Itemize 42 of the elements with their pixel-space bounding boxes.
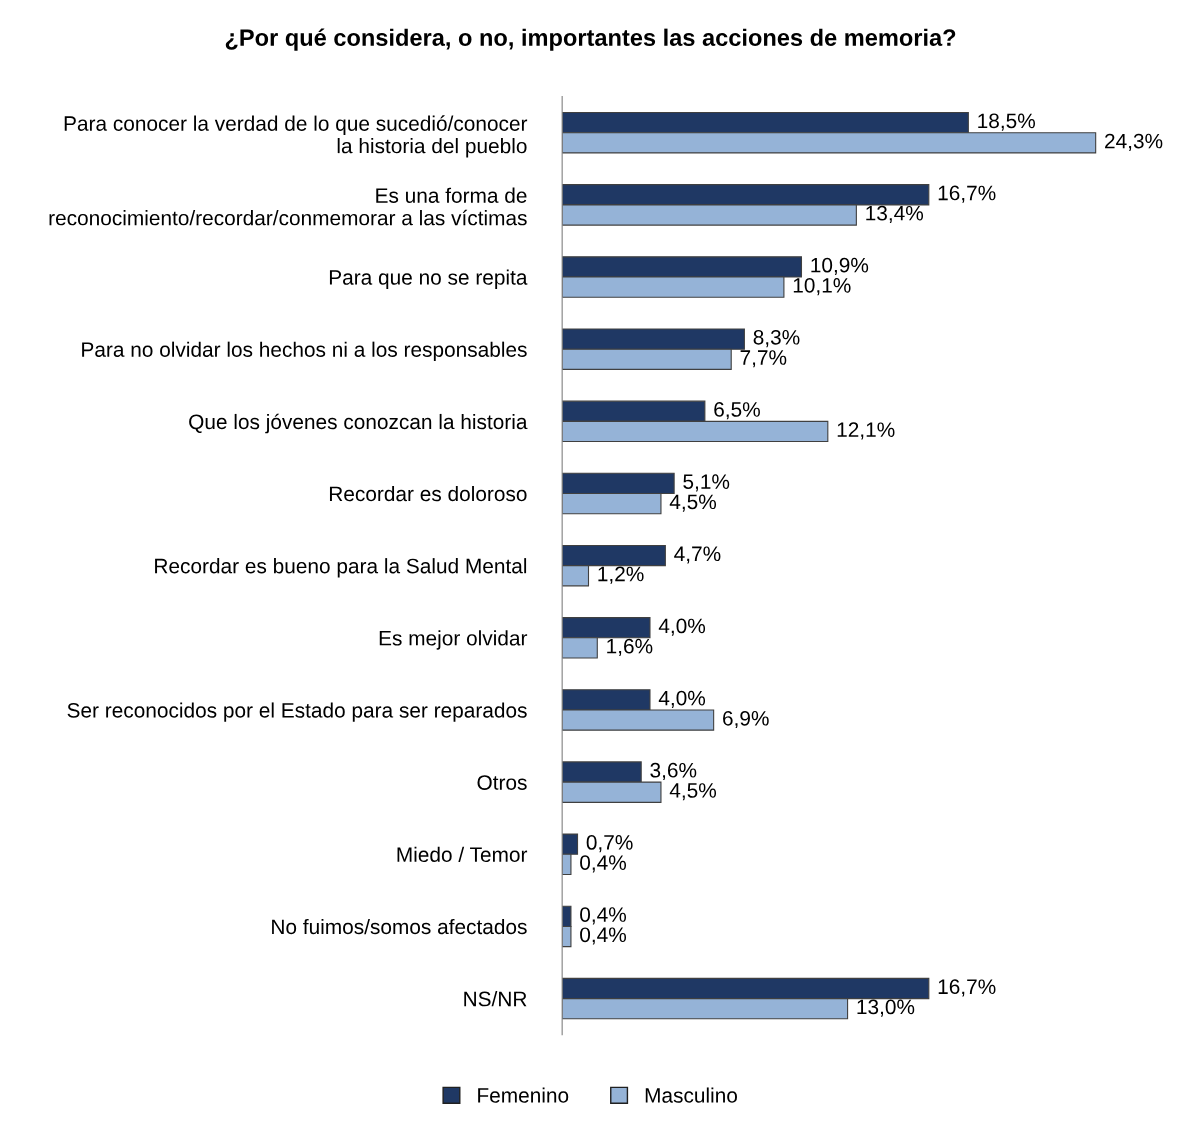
y-tick-label: Para no olvidar los hechos ni a los responsables xyxy=(82,341,527,362)
data-label: 8,3% xyxy=(753,329,800,348)
legend-label: Masculino xyxy=(645,1087,738,1103)
data-label: 4,0% xyxy=(658,690,706,708)
y-tick-label: Es una forma de reconocimiento/recordar/conmemorar a las víctimas xyxy=(49,187,527,226)
data-label: 4,0% xyxy=(658,618,706,636)
data-label: 6,5% xyxy=(714,402,760,420)
data-label: 4,5% xyxy=(669,783,717,801)
data-label: 13,4% xyxy=(866,205,924,224)
data-label: 7,7% xyxy=(740,350,787,368)
data-label: 5,1% xyxy=(683,474,730,492)
data-label: 4,5% xyxy=(669,494,717,512)
chart-title: ¿Por qué considera, o no, importantes las acciones de memoria? xyxy=(225,28,956,51)
data-label: 16,7% xyxy=(938,185,996,203)
data-label: 0,4% xyxy=(580,855,627,873)
data-label: 16,7% xyxy=(938,979,996,997)
data-label: 13,0% xyxy=(857,999,915,1017)
y-tick-label: Recordar es doloroso xyxy=(329,485,527,502)
y-tick-label: NS/NR xyxy=(464,991,527,1007)
y-tick-label: Es mejor olvidar xyxy=(379,630,528,650)
y-tick-label: Miedo / Temor xyxy=(397,846,528,863)
data-label: 12,1% xyxy=(837,422,895,440)
data-label: 24,3% xyxy=(1105,133,1163,151)
y-tick-label: Para conocer la verdad de lo que sucedió/conocer la historia del pueblo xyxy=(64,115,528,158)
data-label: 10,1% xyxy=(793,277,851,296)
legend-label: Femenino xyxy=(478,1087,569,1103)
data-label: 6,9% xyxy=(723,710,769,729)
y-tick-label: Para que no se repita xyxy=(329,269,528,289)
data-label: 1,2% xyxy=(598,566,644,584)
data-label: 4,7% xyxy=(674,546,721,564)
data-label: 18,5% xyxy=(978,113,1035,131)
data-label: 0,4% xyxy=(580,927,627,945)
y-tick-label: Otros xyxy=(477,775,527,790)
data-label: 1,6% xyxy=(607,638,653,656)
y-tick-label: Recordar es bueno para la Salud Mental xyxy=(155,558,527,578)
data-label: 0,4% xyxy=(580,907,627,925)
data-label: 3,6% xyxy=(650,762,697,781)
y-tick-label: Que los jóvenes conozcan la historia xyxy=(189,413,528,434)
y-tick-label: No fuimos/somos afectados xyxy=(272,918,527,935)
data-label: 0,7% xyxy=(586,835,633,853)
data-label: 10,9% xyxy=(811,257,869,275)
y-tick-label: Ser reconocidos por el Estado para ser reparados xyxy=(67,702,527,722)
